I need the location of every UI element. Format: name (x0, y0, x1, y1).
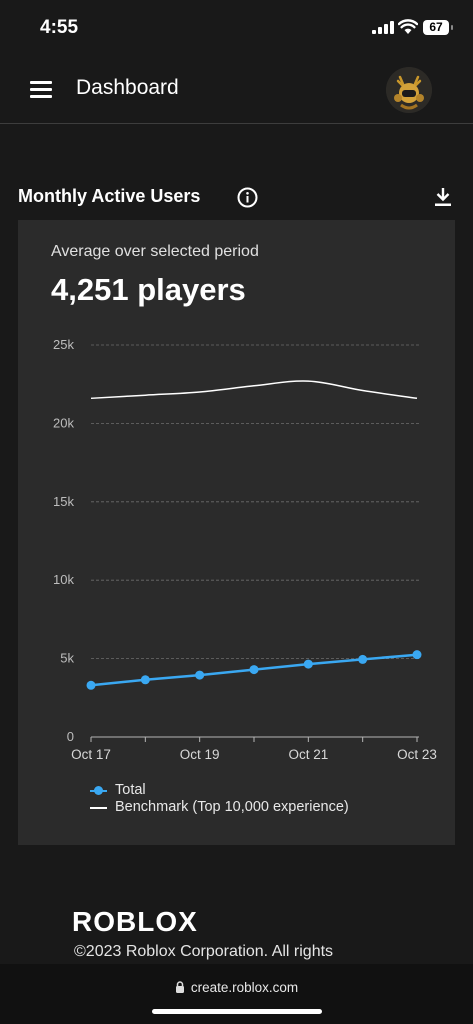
status-bar: 4:55 67 (0, 0, 473, 58)
data-point-total (249, 665, 259, 675)
home-indicator[interactable] (152, 1009, 322, 1014)
hamburger-menu-icon[interactable] (30, 81, 52, 99)
data-point-total (86, 680, 96, 690)
app-header: Dashboard (0, 58, 473, 124)
data-point-total (412, 650, 422, 660)
average-label: Average over selected period (51, 243, 259, 260)
x-tick-label: Oct 19 (180, 747, 220, 762)
series-line-benchmark (90, 380, 418, 400)
browser-address-bar[interactable]: create.roblox.com (0, 964, 473, 1024)
status-time: 4:55 (40, 17, 79, 38)
lock-icon (175, 981, 184, 993)
legend-item-total: Total (90, 782, 349, 799)
cellular-signal-icon (372, 21, 394, 34)
section-title: Monthly Active Users (18, 186, 201, 206)
average-value: 4,251 players (51, 272, 246, 307)
info-icon[interactable] (237, 187, 258, 208)
data-point-total (140, 675, 150, 685)
mau-chart-card: Average over selected period 4,251 playe… (18, 220, 455, 845)
avatar[interactable] (386, 67, 432, 113)
data-point-total (358, 654, 368, 664)
x-tick-label: Oct 21 (288, 747, 328, 762)
y-tick-label: 0 (67, 729, 74, 744)
y-tick-label: 25k (53, 337, 74, 352)
page-title: Dashboard (76, 76, 179, 99)
y-tick-label: 20k (53, 415, 74, 430)
y-tick-label: 5k (60, 651, 74, 666)
mau-line-chart: 0 5k 10k 15k 20k 25k Oct 17 Oct 19 Oct 21 Oct 23 (53, 337, 437, 762)
x-tick-label: Oct 23 (397, 747, 437, 762)
y-tick-label: 10k (53, 572, 74, 587)
download-icon[interactable] (434, 187, 452, 207)
legend-label-total: Total (115, 782, 146, 798)
wifi-icon (398, 19, 418, 34)
url-text: create.roblox.com (190, 980, 299, 995)
battery-indicator: 67 (423, 20, 449, 35)
avatar-image (386, 67, 432, 113)
y-tick-label: 15k (53, 494, 74, 509)
data-point-total (195, 670, 205, 680)
legend-label-benchmark: Benchmark (Top 10,000 experience) (115, 799, 349, 815)
chart-legend: Total Benchmark (Top 10,000 experience) (90, 782, 349, 816)
data-point-total (303, 659, 313, 669)
copyright-text: ©2023 Roblox Corporation. All rights (74, 943, 334, 960)
legend-item-benchmark: Benchmark (Top 10,000 experience) (90, 799, 349, 816)
roblox-logo[interactable]: ROBLOX (72, 906, 198, 937)
battery-tip (451, 25, 453, 30)
x-tick-label: Oct 17 (71, 747, 111, 762)
